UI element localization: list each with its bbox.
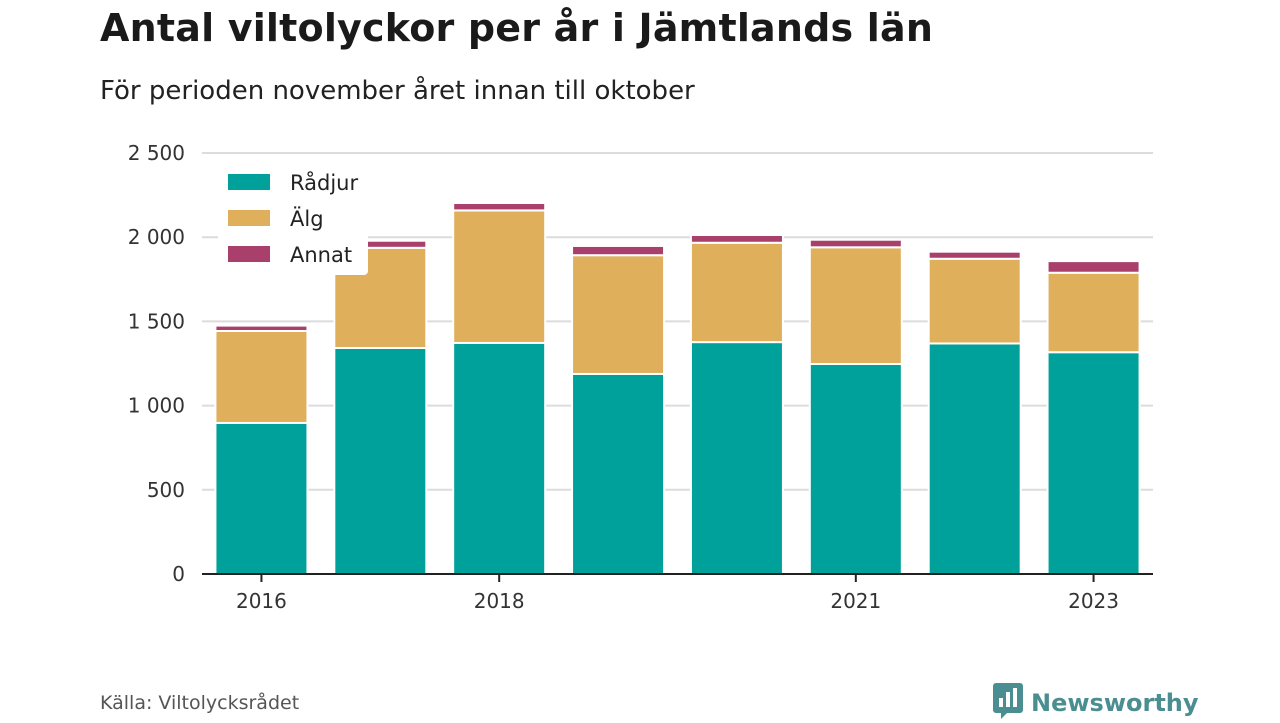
y-tick-label: 1 000 (128, 394, 185, 418)
bar-segment-älg (689, 241, 784, 344)
y-tick-label: 2 500 (128, 141, 185, 165)
legend-label: Annat (290, 243, 352, 267)
legend-label: Rådjur (290, 170, 358, 195)
bar-segment-älg (214, 329, 309, 424)
source-note: Källa: Viltolycksrådet (100, 692, 300, 714)
chart-title: Antal viltolyckor per år i Jämtlands län (100, 6, 934, 50)
bar-segment-älg (571, 254, 666, 375)
legend-swatch-älg (228, 210, 270, 226)
bar-segment-rådjur (214, 421, 309, 575)
bar-segment-annat (214, 324, 309, 332)
bar-segment-rådjur (333, 347, 428, 575)
bar-segment-annat (689, 234, 784, 244)
brand[interactable]: Newsworthy (993, 683, 1199, 723)
bar-segment-älg (927, 257, 1022, 345)
bar-segment-annat (571, 244, 666, 257)
newsworthy-logo-icon (993, 683, 1023, 723)
bar-segment-rådjur (689, 341, 784, 575)
bar-segment-annat (808, 238, 903, 249)
y-tick-label: 500 (147, 478, 185, 502)
bar-segment-älg (452, 209, 547, 344)
x-tick-label: 2023 (1068, 589, 1119, 613)
bar-segment-annat (927, 250, 1022, 260)
x-tick-label: 2018 (474, 589, 525, 613)
x-tick-label: 2021 (830, 589, 881, 613)
bar-segment-annat (1046, 260, 1141, 274)
chart-subtitle: För perioden november året innan till ok… (100, 76, 695, 106)
legend-swatch-annat (228, 246, 270, 262)
bar-segment-rådjur (808, 363, 903, 575)
brand-name: Newsworthy (1031, 689, 1199, 717)
bar-segment-älg (808, 246, 903, 366)
bar-segment-älg (1046, 271, 1141, 354)
legend-swatch-rådjur (228, 174, 270, 190)
bar-segment-annat (452, 202, 547, 212)
bar-segment-rådjur (571, 372, 666, 575)
legend-label: Älg (290, 206, 324, 231)
y-tick-label: 2 000 (128, 225, 185, 249)
y-tick-label: 1 500 (128, 309, 185, 333)
y-tick-label: 0 (172, 562, 185, 586)
bar-segment-rådjur (452, 341, 547, 575)
bar-segment-rådjur (927, 342, 1022, 575)
x-tick-label: 2016 (236, 589, 287, 613)
bar-segment-rådjur (1046, 351, 1141, 575)
